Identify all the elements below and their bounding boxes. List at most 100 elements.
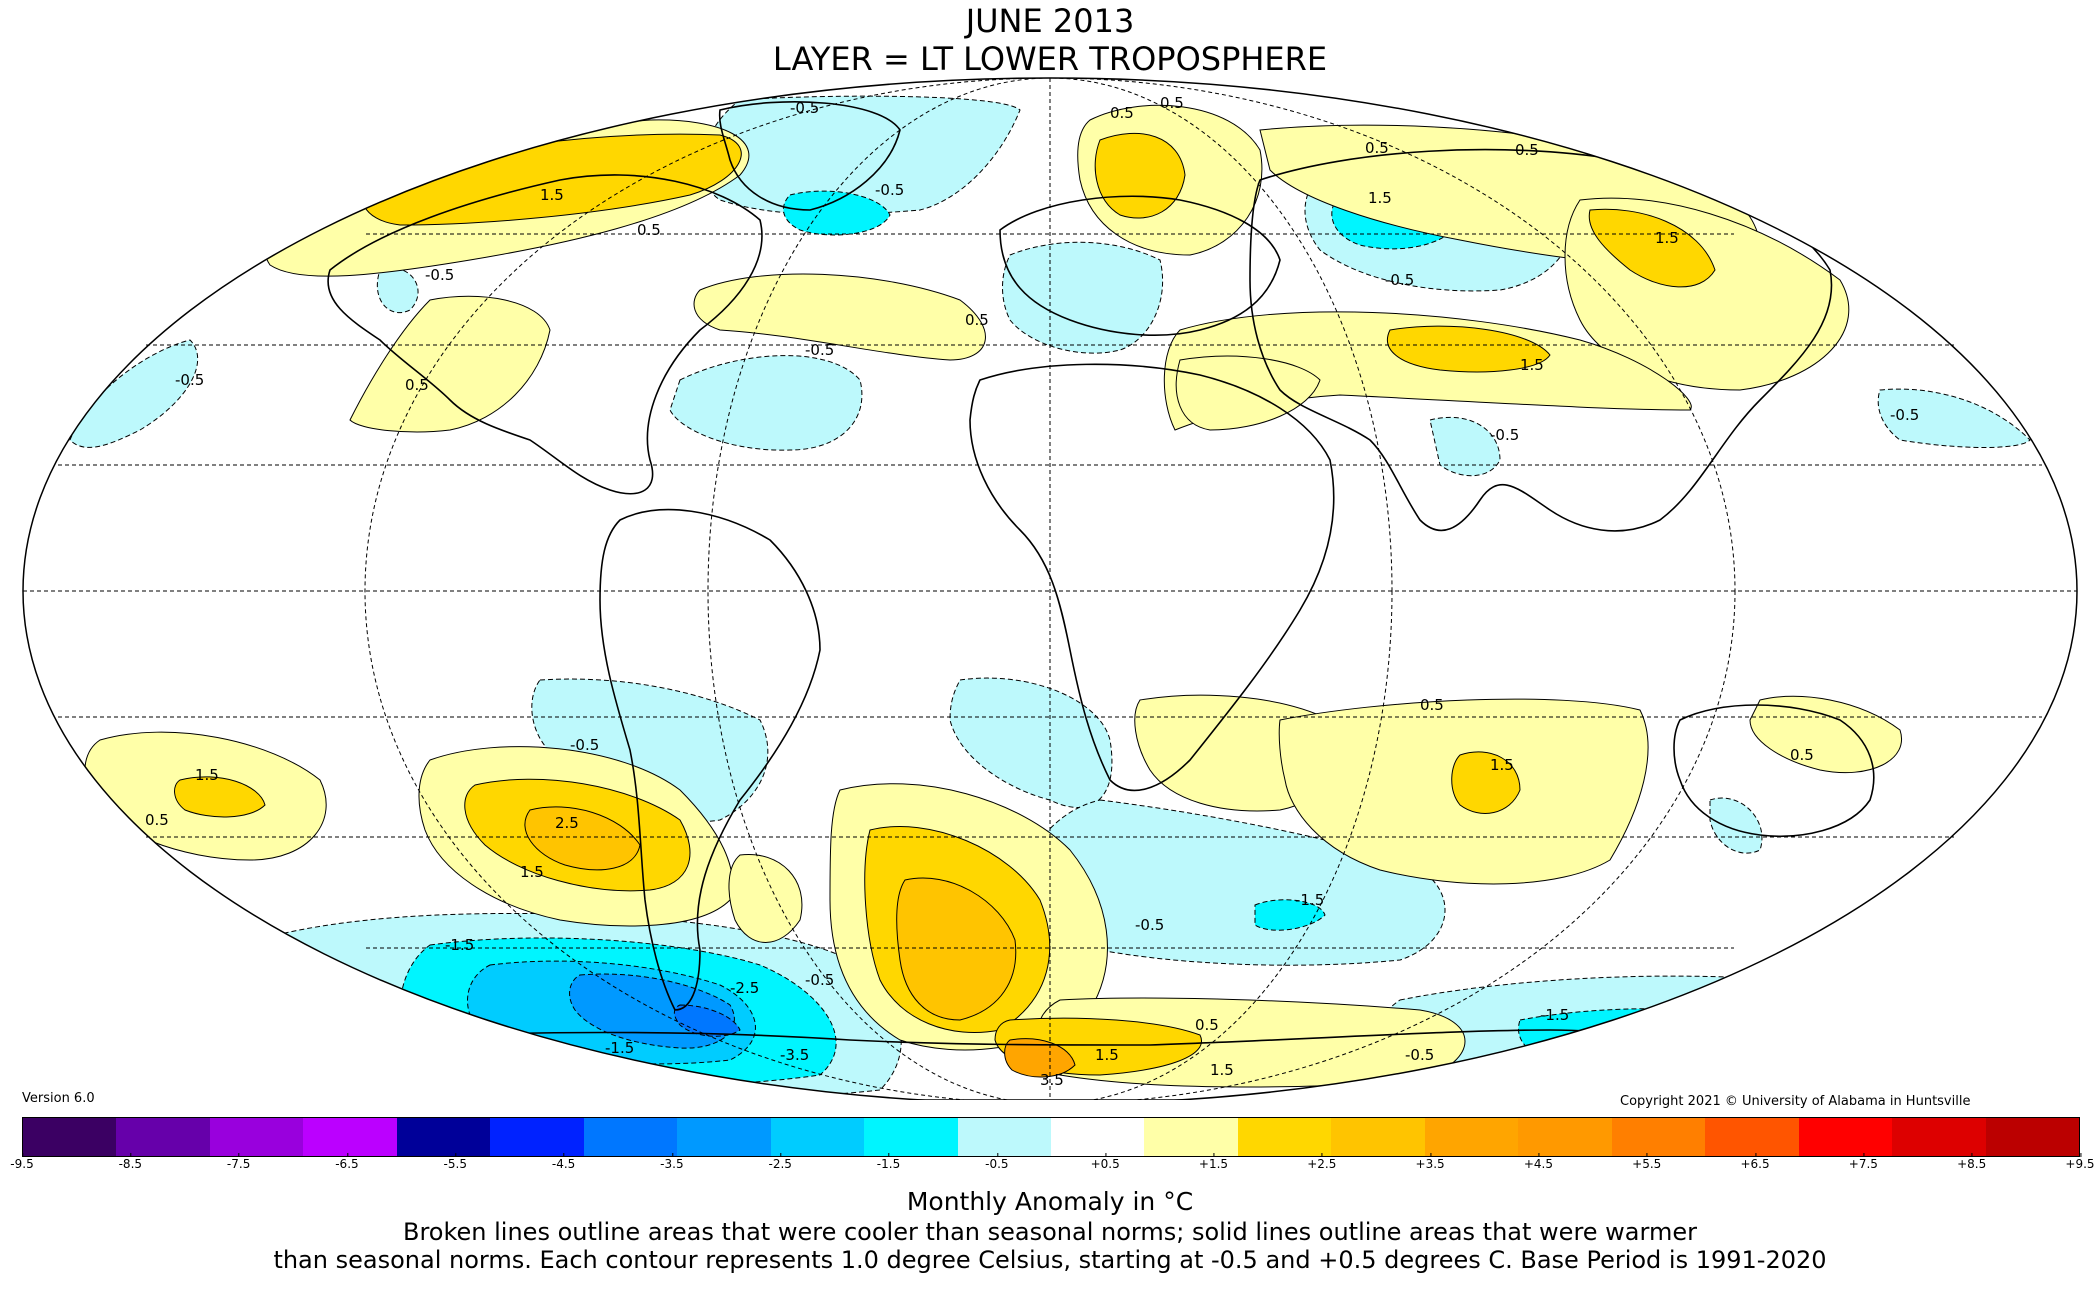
- europe-outline: [999, 195, 1281, 336]
- contour-label: -0.5: [790, 99, 819, 117]
- mollweide-anomaly-map: -0.5 0.5 0.5 0.5 0.5 1.5 1.5 1.5 0.5 -0.…: [22, 77, 2078, 1100]
- warm-region-caspian-core: [1387, 325, 1551, 373]
- colorbar-swatch: [1144, 1118, 1238, 1156]
- colorbar-tick-label: +6.5: [1740, 1153, 1770, 1171]
- contour-label: -0.5: [175, 371, 204, 389]
- contour-label: 2.5: [555, 814, 579, 832]
- contour-label: 0.5: [965, 311, 989, 329]
- map-subtitle: LAYER = LT LOWER TROPOSPHERE: [772, 40, 1328, 78]
- globe-outline: [22, 77, 2078, 1100]
- contour-label: -1.5: [445, 936, 474, 954]
- colorbar-tick-label: -8.5: [118, 1153, 143, 1171]
- colorbar-swatch: [396, 1118, 491, 1156]
- colorbar-tick-label: +2.5: [1307, 1153, 1337, 1171]
- colorbar-swatch: [1611, 1118, 1706, 1156]
- warm-region-siberia-core: [1588, 208, 1716, 288]
- contour-label: 0.5: [145, 811, 169, 829]
- colorbar-swatch: [957, 1118, 1051, 1156]
- colorbar-tick-label: -9.5: [10, 1153, 34, 1171]
- colorbar-ticks: -9.5 -8.5 -7.5 -6.5 -5.5 -4.5 -3.5 -2.5 -1.5 -0.5…: [10, 1153, 2095, 1181]
- colorbar-tick-label: +4.5: [1523, 1153, 1553, 1171]
- contour-label: 1.5: [1095, 1046, 1119, 1064]
- version-label: Version 6.0: [22, 1091, 95, 1106]
- colorbar-swatch: [490, 1118, 584, 1156]
- contour-label: 1.5: [1368, 189, 1392, 207]
- contour-label: 0.5: [1195, 1016, 1219, 1034]
- colorbar-tick-label: -0.5: [985, 1153, 1009, 1171]
- cool-region-arctic-deep: [782, 190, 891, 236]
- warm-region-central-asia: [1163, 311, 1692, 431]
- contour-label: -0.5: [1385, 271, 1414, 289]
- contour-label: 1.5: [520, 863, 544, 881]
- warm-region-australia: [1749, 695, 1902, 774]
- colorbar-tick-label: +0.5: [1090, 1153, 1120, 1171]
- colorbar-swatch: [1985, 1118, 2079, 1156]
- colorbar-swatch: [1331, 1118, 1425, 1156]
- north-america-outline: [327, 174, 763, 495]
- colorbar-swatch: [1424, 1118, 1519, 1156]
- south-america-outline: [599, 508, 821, 1011]
- contour-label: -1.5: [605, 1039, 634, 1057]
- colorbar-swatch: [1237, 1118, 1332, 1156]
- colorbar-swatch: [1050, 1118, 1145, 1156]
- colorbar-swatch: [23, 1118, 117, 1156]
- contour-label: -0.5: [805, 971, 834, 989]
- colorbar-tick-label: -2.5: [768, 1153, 792, 1171]
- colorbar-tick-label: +7.5: [1848, 1153, 1878, 1171]
- cool-region-arctic-canada: [702, 95, 1021, 215]
- contour-label: 1.5: [540, 186, 564, 204]
- colorbar-tick-label: +1.5: [1198, 1153, 1229, 1171]
- contour-label: 0.5: [637, 221, 661, 239]
- colorbar: [22, 1117, 2080, 1157]
- copyright-label: Copyright 2021 © University of Alabama i…: [1620, 1094, 1971, 1109]
- contour-label: -0.5: [805, 341, 834, 359]
- caption-line-1: Broken lines outline areas that were coo…: [403, 1218, 1697, 1246]
- contour-label: 0.5: [1365, 139, 1389, 157]
- caption-line-2: than seasonal norms. Each contour repres…: [273, 1246, 1827, 1274]
- colorbar-tick-label: -4.5: [551, 1153, 576, 1171]
- colorbar-tick-label: +9.5: [2065, 1153, 2095, 1171]
- contour-label: 1.5: [1210, 1061, 1234, 1079]
- contour-label: 1.5: [1520, 356, 1544, 374]
- cool-region-australia-south: [1709, 797, 1763, 854]
- cool-region-india: [1429, 416, 1501, 477]
- cool-region-pacific-nw: [376, 267, 419, 314]
- colorbar-swatch: [116, 1118, 210, 1156]
- cool-region-southern-indian: [1032, 799, 1446, 966]
- colorbar-swatch: [1705, 1118, 1799, 1156]
- contour-labels: -0.5 0.5 0.5 0.5 0.5 1.5 1.5 1.5 0.5 -0.…: [145, 94, 1919, 1089]
- colorbar-swatch: [770, 1118, 865, 1156]
- colorbar-tick-label: -3.5: [660, 1153, 684, 1171]
- colorbar-swatch: [864, 1118, 958, 1156]
- warm-region-pacific-coast: [728, 853, 803, 943]
- warm-region-north-africa: [1175, 355, 1321, 431]
- colorbar-units-label: Monthly Anomaly in °C: [906, 1187, 1194, 1216]
- colorbar-swatch: [1892, 1118, 1986, 1156]
- contour-label: 1.5: [1490, 756, 1514, 774]
- colorbar-tick-label: -5.5: [443, 1153, 467, 1171]
- colorbar-swatch: [583, 1118, 678, 1156]
- contour-label: 1.5: [1655, 229, 1679, 247]
- contour-label: 0.5: [405, 376, 429, 394]
- colorbar-swatch: [209, 1118, 304, 1156]
- contour-label: -1.5: [1295, 891, 1324, 909]
- contour-label: -0.5: [1890, 406, 1919, 424]
- colorbar-swatch: [1798, 1118, 1893, 1156]
- warm-region-indian-core: [1451, 751, 1521, 814]
- contour-label: -0.5: [425, 266, 454, 284]
- contour-label: -1.5: [1540, 1006, 1569, 1024]
- colorbar-tick-label: -6.5: [335, 1153, 359, 1171]
- cool-region-antarctic-core3: [673, 1004, 741, 1037]
- colorbar-tick-label: +3.5: [1415, 1153, 1445, 1171]
- contour-label: 0.5: [1110, 104, 1134, 122]
- cool-region-east-pacific: [1877, 388, 2031, 448]
- contour-label: 0.5: [1160, 94, 1184, 112]
- contour-label: -2.5: [730, 979, 759, 997]
- colorbar-tick-label: +5.5: [1632, 1153, 1662, 1171]
- map-title: JUNE 2013: [965, 2, 1135, 40]
- cool-region-southern-deep: [1254, 899, 1326, 931]
- contour-label: -0.5: [875, 181, 904, 199]
- contour-label: -0.5: [1490, 426, 1519, 444]
- contour-label: -3.5: [780, 1046, 809, 1064]
- colorbar-swatch: [1518, 1118, 1612, 1156]
